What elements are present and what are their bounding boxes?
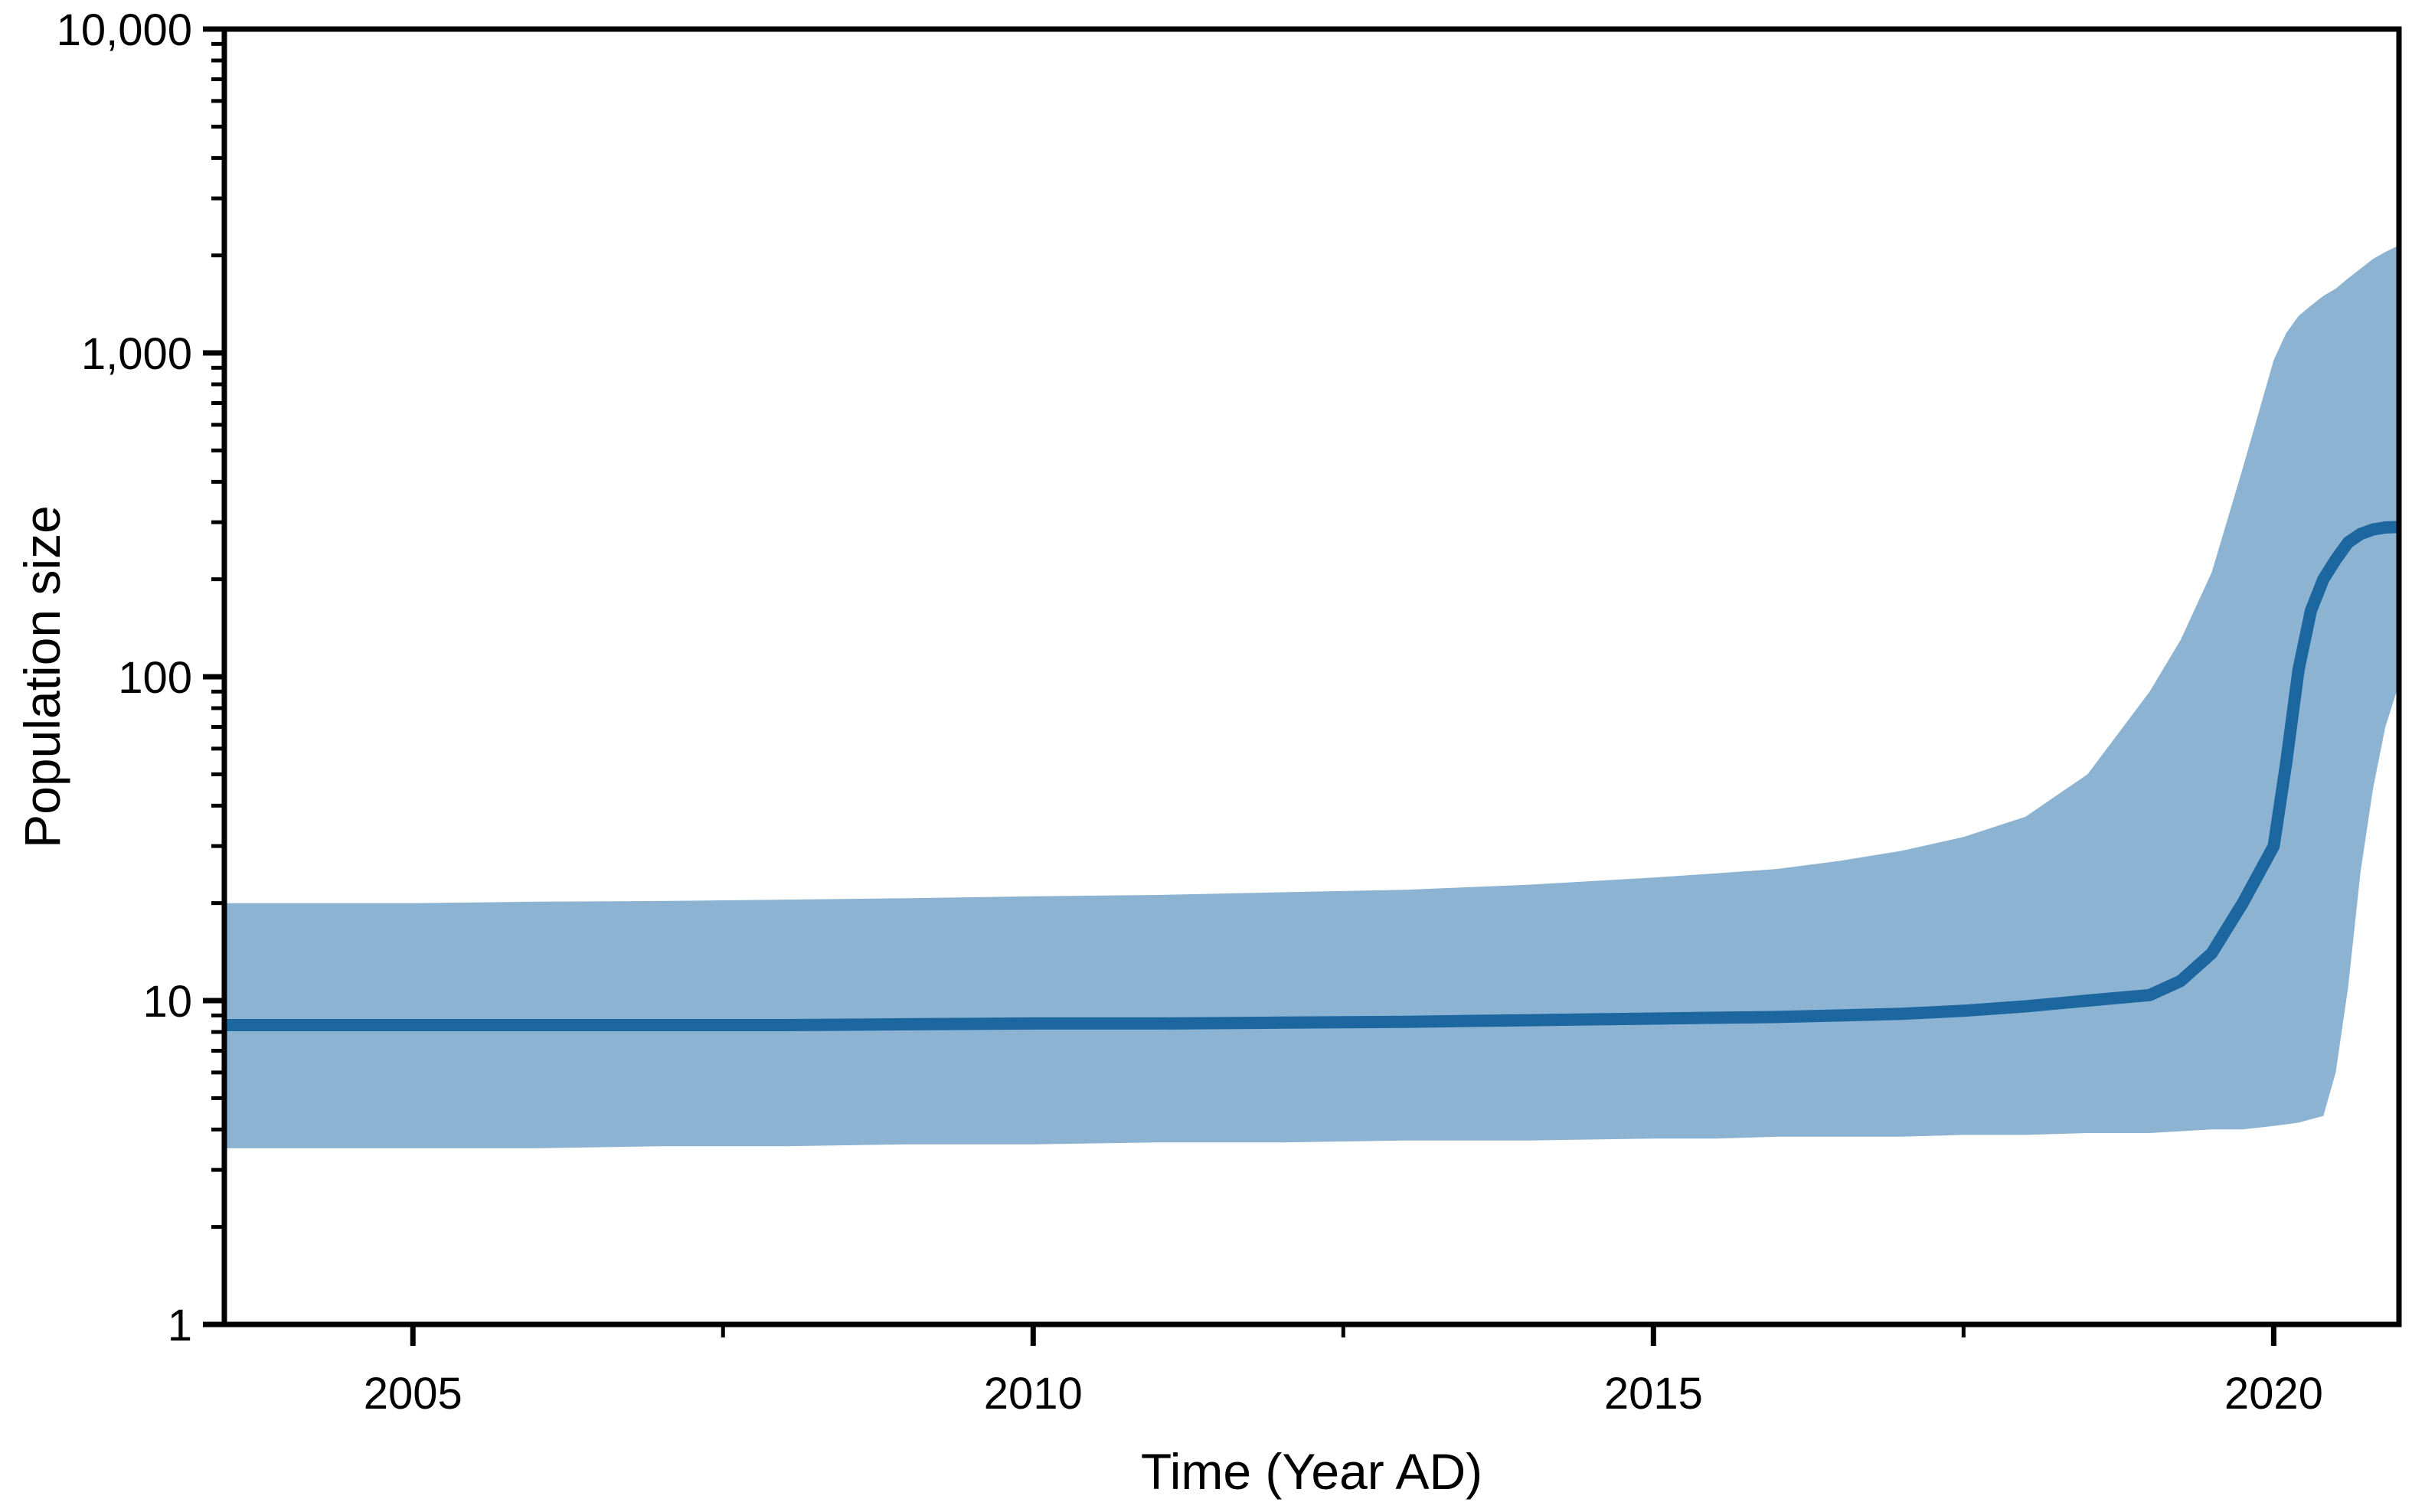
y-axis-title: Population size [14,505,70,848]
x-tick-label: 2015 [1604,1369,1703,1419]
axis-tick-labels-layer: 1 10 100 1,000 10,000 2005 2010 2015 2020 [57,5,2323,1419]
x-axis-title: Time (Year AD) [1141,1443,1482,1500]
median-line-layer [224,521,2399,1031]
credible-interval-band-layer [224,245,2399,1148]
y-tick-label: 10,000 [57,5,192,55]
y-tick-label: 10 [142,977,192,1027]
y-tick-label: 1,000 [81,329,192,379]
x-tick-label: 2005 [364,1369,462,1419]
axis-ticks-layer [203,26,2276,1346]
y-tick-label: 100 [118,653,192,703]
credible-interval-band [224,245,2399,1148]
x-tick-label: 2020 [2224,1369,2323,1419]
x-tick-label: 2010 [984,1369,1083,1419]
y-tick-label: 1 [168,1301,192,1350]
median-line [224,521,2399,1031]
